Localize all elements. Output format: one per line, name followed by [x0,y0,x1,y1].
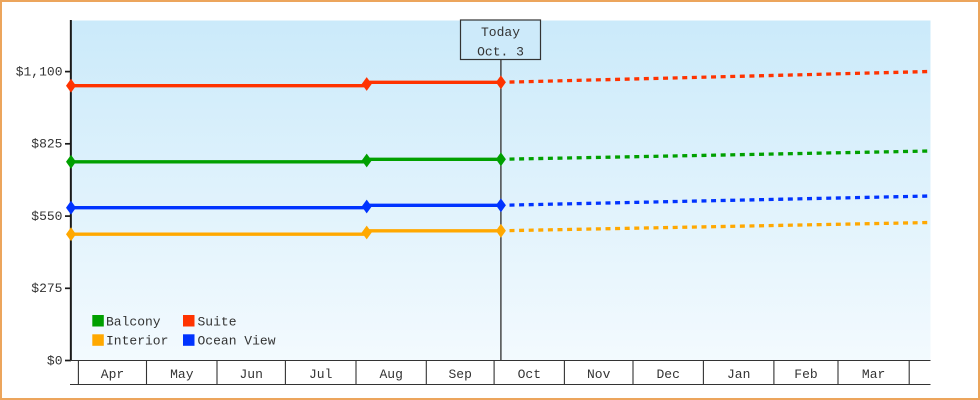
svg-text:Ocean View: Ocean View [198,334,276,349]
svg-text:$1,100: $1,100 [16,65,63,80]
svg-text:Feb: Feb [794,367,817,382]
svg-text:Sep: Sep [448,367,471,382]
svg-text:$275: $275 [31,281,62,296]
svg-text:Mar: Mar [862,367,885,382]
svg-text:Oct: Oct [518,367,541,382]
svg-text:Today: Today [481,25,520,40]
svg-text:Oct. 3: Oct. 3 [477,45,524,60]
svg-text:$0: $0 [47,353,63,368]
svg-text:Interior: Interior [106,334,168,349]
svg-text:Aug: Aug [379,367,402,382]
svg-text:May: May [170,367,194,382]
svg-text:Jun: Jun [239,367,262,382]
svg-text:$825: $825 [31,137,62,152]
svg-text:Balcony: Balcony [106,314,161,329]
svg-text:Jan: Jan [727,367,750,382]
svg-text:Suite: Suite [198,314,237,329]
svg-text:Jul: Jul [309,367,333,382]
svg-text:$550: $550 [31,209,62,224]
svg-text:Dec: Dec [656,367,679,382]
svg-text:Apr: Apr [101,367,124,382]
svg-text:Nov: Nov [587,367,611,382]
